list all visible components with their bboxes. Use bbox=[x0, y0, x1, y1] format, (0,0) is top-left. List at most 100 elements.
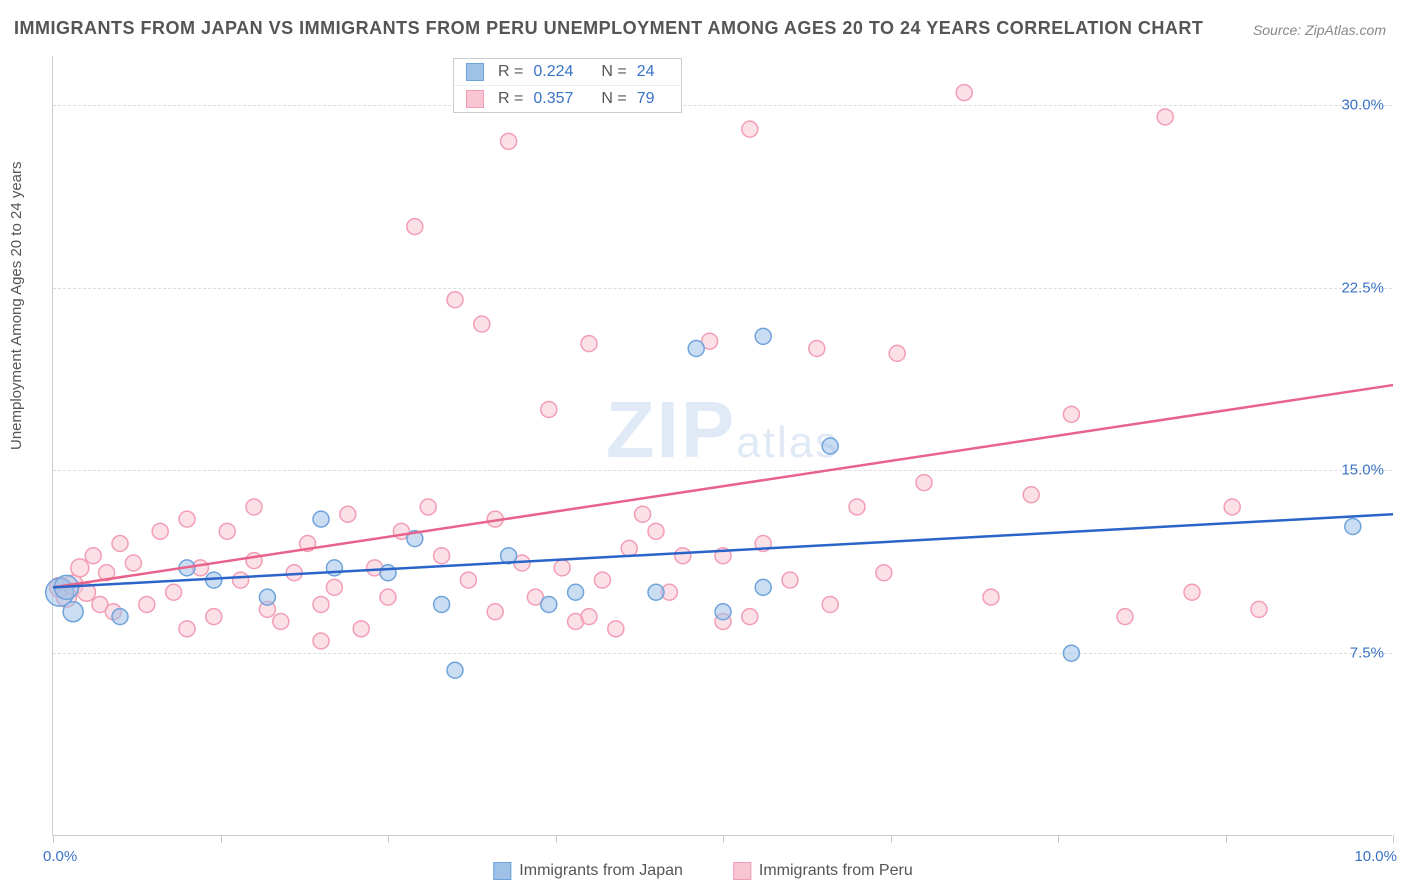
swatch-peru-icon bbox=[466, 90, 484, 108]
x-tick bbox=[1058, 835, 1059, 843]
chart-area: ZIPatlas 7.5%15.0%22.5%30.0% R = 0.224 N… bbox=[52, 56, 1392, 836]
scatter-point bbox=[139, 596, 155, 612]
scatter-point bbox=[742, 121, 758, 137]
x-tick bbox=[891, 835, 892, 843]
scatter-point bbox=[273, 614, 289, 630]
x-tick bbox=[53, 835, 54, 843]
scatter-point bbox=[822, 596, 838, 612]
scatter-point bbox=[380, 565, 396, 581]
scatter-point bbox=[688, 341, 704, 357]
scatter-point bbox=[621, 540, 637, 556]
scatter-point bbox=[326, 579, 342, 595]
scatter-point bbox=[1251, 601, 1267, 617]
japan-regression-line bbox=[53, 514, 1393, 587]
scatter-point bbox=[447, 292, 463, 308]
scatter-point bbox=[849, 499, 865, 515]
scatter-point bbox=[353, 621, 369, 637]
swatch-japan-icon bbox=[493, 862, 511, 880]
scatter-plot-svg bbox=[53, 56, 1392, 835]
scatter-point bbox=[487, 604, 503, 620]
scatter-point bbox=[179, 621, 195, 637]
scatter-point bbox=[313, 511, 329, 527]
scatter-point bbox=[434, 596, 450, 612]
scatter-point bbox=[1023, 487, 1039, 503]
stats-row-japan: R = 0.224 N = 24 bbox=[454, 59, 681, 85]
scatter-point bbox=[112, 536, 128, 552]
x-axis-max-label: 10.0% bbox=[1354, 848, 1397, 865]
scatter-point bbox=[1063, 645, 1079, 661]
r-label: R = bbox=[498, 63, 523, 81]
swatch-peru-icon bbox=[733, 862, 751, 880]
scatter-point bbox=[313, 633, 329, 649]
scatter-point bbox=[112, 609, 128, 625]
scatter-point bbox=[152, 523, 168, 539]
scatter-point bbox=[1184, 584, 1200, 600]
scatter-point bbox=[179, 511, 195, 527]
scatter-point bbox=[889, 345, 905, 361]
scatter-point bbox=[447, 662, 463, 678]
n-value-japan: 24 bbox=[637, 63, 655, 81]
scatter-point bbox=[246, 499, 262, 515]
n-label: N = bbox=[601, 63, 626, 81]
legend-label-japan: Immigrants from Japan bbox=[519, 862, 683, 880]
scatter-point bbox=[340, 506, 356, 522]
scatter-point bbox=[434, 548, 450, 564]
scatter-point bbox=[219, 523, 235, 539]
scatter-point bbox=[568, 584, 584, 600]
x-axis-min-label: 0.0% bbox=[43, 848, 77, 865]
x-tick bbox=[723, 835, 724, 843]
chart-title: IMMIGRANTS FROM JAPAN VS IMMIGRANTS FROM… bbox=[14, 18, 1203, 39]
legend-item-japan: Immigrants from Japan bbox=[493, 862, 683, 880]
scatter-point bbox=[755, 579, 771, 595]
scatter-point bbox=[63, 602, 83, 622]
scatter-point bbox=[206, 609, 222, 625]
scatter-point bbox=[876, 565, 892, 581]
scatter-point bbox=[541, 401, 557, 417]
y-axis-label: Unemployment Among Ages 20 to 24 years bbox=[8, 161, 25, 450]
r-value-peru: 0.357 bbox=[533, 90, 573, 108]
scatter-point bbox=[85, 548, 101, 564]
scatter-point bbox=[648, 523, 664, 539]
scatter-point bbox=[313, 596, 329, 612]
scatter-point bbox=[501, 133, 517, 149]
legend-item-peru: Immigrants from Peru bbox=[733, 862, 913, 880]
scatter-point bbox=[956, 85, 972, 101]
scatter-point bbox=[648, 584, 664, 600]
x-tick bbox=[388, 835, 389, 843]
scatter-point bbox=[259, 589, 275, 605]
x-tick bbox=[556, 835, 557, 843]
scatter-point bbox=[541, 596, 557, 612]
scatter-point bbox=[71, 559, 89, 577]
scatter-point bbox=[1157, 109, 1173, 125]
scatter-point bbox=[594, 572, 610, 588]
n-value-peru: 79 bbox=[637, 90, 655, 108]
stats-legend-box: R = 0.224 N = 24 R = 0.357 N = 79 bbox=[453, 58, 682, 113]
scatter-point bbox=[782, 572, 798, 588]
r-label: R = bbox=[498, 90, 523, 108]
legend-label-peru: Immigrants from Peru bbox=[759, 862, 913, 880]
scatter-point bbox=[380, 589, 396, 605]
scatter-point bbox=[474, 316, 490, 332]
scatter-point bbox=[742, 609, 758, 625]
x-tick bbox=[1393, 835, 1394, 843]
swatch-japan-icon bbox=[466, 63, 484, 81]
n-label: N = bbox=[601, 90, 626, 108]
scatter-point bbox=[822, 438, 838, 454]
japan-scatter-points bbox=[46, 328, 1361, 678]
scatter-point bbox=[581, 609, 597, 625]
scatter-point bbox=[608, 621, 624, 637]
scatter-point bbox=[635, 506, 651, 522]
scatter-point bbox=[166, 584, 182, 600]
stats-row-peru: R = 0.357 N = 79 bbox=[454, 85, 681, 112]
scatter-point bbox=[554, 560, 570, 576]
scatter-point bbox=[125, 555, 141, 571]
scatter-point bbox=[420, 499, 436, 515]
scatter-point bbox=[581, 336, 597, 352]
legend-bottom: Immigrants from Japan Immigrants from Pe… bbox=[493, 862, 912, 880]
scatter-point bbox=[1345, 518, 1361, 534]
scatter-point bbox=[809, 341, 825, 357]
scatter-point bbox=[1117, 609, 1133, 625]
scatter-point bbox=[1063, 406, 1079, 422]
scatter-point bbox=[983, 589, 999, 605]
peru-scatter-points bbox=[50, 85, 1267, 649]
